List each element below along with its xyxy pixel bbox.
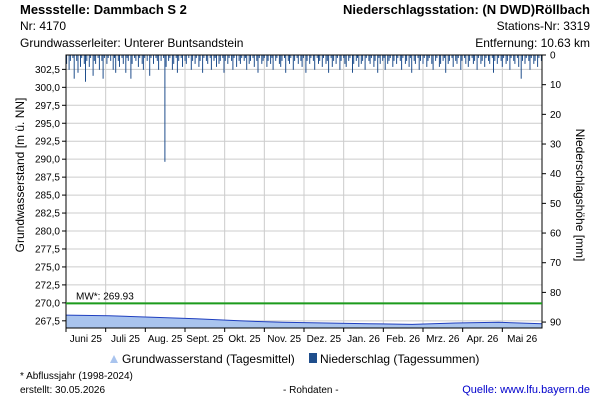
x-tick-label: Jan. 26 xyxy=(347,334,380,345)
x-tick-label: Mrz. 26 xyxy=(426,334,460,345)
x-tick-label: Okt. 25 xyxy=(228,334,261,345)
source-label: Quelle: xyxy=(462,384,501,396)
precip-station-title: Niederschlagsstation: (N DWD)Röllbach xyxy=(342,2,590,17)
y2-tick-label: 60 xyxy=(550,229,562,240)
source-credit: Quelle: www.lfu.bayern.de xyxy=(462,385,590,396)
aquifer-label: Grundwasserleiter: Unterer Buntsandstein xyxy=(20,36,244,50)
distance-label: Entfernung: 10.63 km xyxy=(475,36,590,50)
y2-tick-label: 90 xyxy=(550,318,562,329)
x-tick-label: Mai 26 xyxy=(507,334,537,345)
groundwater-legend-icon xyxy=(110,355,118,363)
y-tick-label: 267,5 xyxy=(35,316,60,327)
y2-tick-label: 80 xyxy=(550,288,562,299)
x-tick-label: Nov. 25 xyxy=(267,334,301,345)
source-link[interactable]: www.lfu.bayern.de xyxy=(500,384,590,396)
y-tick-label: 295,0 xyxy=(35,119,60,130)
mean-water-label: MW*: 269.93 xyxy=(76,291,134,302)
station-title: Messstelle: Dammbach S 2 xyxy=(20,2,187,17)
y-tick-label: 302,5 xyxy=(35,65,60,76)
y-tick-label: 287,5 xyxy=(35,173,60,184)
groundwater-legend-label: Grundwasserstand (Tagesmittel) xyxy=(122,352,295,366)
created-date: erstellt: 30.05.2026 xyxy=(20,385,106,396)
precip-legend-label: Niederschlag (Tagessummen) xyxy=(320,352,480,366)
x-tick-label: Juni 25 xyxy=(70,334,103,345)
raw-data-note: - Rohdaten - xyxy=(283,385,339,396)
y-tick-label: 297,5 xyxy=(35,101,60,112)
x-tick-label: Apr. 26 xyxy=(467,334,499,345)
y2-tick-label: 30 xyxy=(550,140,562,151)
plot-frame xyxy=(65,54,543,329)
y2-tick-label: 40 xyxy=(550,169,562,180)
x-tick-label: Sept. 25 xyxy=(186,334,224,345)
y-tick-label: 277,5 xyxy=(35,244,60,255)
y-axis-label: Grundwasserstand [m ü. NN] xyxy=(13,98,27,253)
y-tick-label: 290,0 xyxy=(35,155,60,166)
x-tick-label: Dez. 25 xyxy=(307,334,342,345)
y2-tick-label: 0 xyxy=(550,51,556,62)
y2-tick-label: 20 xyxy=(550,110,562,121)
y2-tick-label: 50 xyxy=(550,199,562,210)
y2-tick-label: 70 xyxy=(550,258,562,269)
x-tick-label: Feb. 26 xyxy=(386,334,420,345)
groundwater-area xyxy=(66,315,542,328)
y-tick-label: 280,0 xyxy=(35,227,60,238)
y-tick-label: 285,0 xyxy=(35,191,60,202)
x-tick-label: Juli 25 xyxy=(111,334,140,345)
footnote: * Abflussjahr (1998-2024) xyxy=(20,371,133,382)
y2-axis-label: Niederschlagshöhe [mm] xyxy=(573,129,587,262)
precip-legend-icon xyxy=(309,353,317,363)
x-tick-label: Aug. 25 xyxy=(148,334,183,345)
precip-station-number: Stations-Nr: 3319 xyxy=(496,19,590,33)
y-tick-label: 275,0 xyxy=(35,262,60,273)
y-tick-label: 270,0 xyxy=(35,298,60,309)
y-tick-label: 282,5 xyxy=(35,209,60,220)
station-number: Nr: 4170 xyxy=(20,19,67,33)
y-tick-label: 300,0 xyxy=(35,83,60,94)
y-tick-label: 272,5 xyxy=(35,280,60,291)
groundwater-line xyxy=(65,314,543,325)
y-tick-label: 292,5 xyxy=(35,137,60,148)
y2-tick-label: 10 xyxy=(550,80,562,91)
